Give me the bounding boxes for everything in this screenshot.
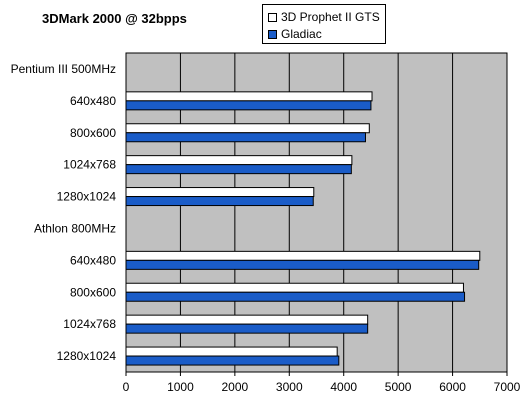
category-label-0: Pentium III 500MHz — [11, 62, 116, 76]
bar-1-6 — [125, 259, 480, 270]
bar-1-8 — [125, 323, 369, 334]
category-label-8: 1024x768 — [63, 317, 116, 331]
bar-0-3 — [125, 155, 353, 166]
x-tick-label-1000: 1000 — [167, 380, 194, 394]
category-label-7: 800x600 — [70, 285, 116, 299]
category-label-4: 1280x1024 — [57, 190, 117, 204]
legend-item-1: Gladiac — [268, 27, 322, 41]
bar-0-7 — [125, 282, 464, 293]
x-tick-label-3000: 3000 — [276, 380, 303, 394]
bar-0-8 — [125, 314, 369, 325]
category-label-3: 1024x768 — [63, 158, 116, 172]
bar-0-4 — [125, 187, 315, 198]
category-label-6: 640x480 — [70, 253, 116, 267]
legend-swatch-0 — [268, 12, 277, 22]
bar-0-6 — [125, 250, 481, 261]
legend-item-0: 3D Prophet II GTS — [268, 10, 380, 24]
x-tick-label-4000: 4000 — [330, 380, 357, 394]
x-tick-label-5000: 5000 — [385, 380, 412, 394]
bar-1-9 — [125, 355, 340, 366]
bar-0-9 — [125, 346, 338, 357]
bar-1-4 — [125, 196, 314, 207]
bar-0-1 — [125, 91, 373, 102]
bar-0-2 — [125, 123, 370, 134]
chart-title: 3DMark 2000 @ 32bpps — [42, 11, 187, 26]
x-tick-label-2000: 2000 — [222, 380, 249, 394]
legend: 3D Prophet II GTS Gladiac — [262, 4, 386, 44]
x-tick-label-0: 0 — [123, 380, 130, 394]
category-label-1: 640x480 — [70, 94, 116, 108]
x-tick-label-6000: 6000 — [439, 380, 466, 394]
legend-label-0: 3D Prophet II GTS — [281, 10, 380, 24]
category-label-2: 800x600 — [70, 126, 116, 140]
plot-border — [125, 52, 508, 373]
bar-1-3 — [125, 164, 352, 175]
bar-1-1 — [125, 100, 372, 111]
legend-label-1: Gladiac — [281, 27, 322, 41]
x-tick-label-7000: 7000 — [494, 380, 521, 394]
bar-1-2 — [125, 132, 366, 143]
category-label-9: 1280x1024 — [57, 349, 117, 363]
legend-swatch-1 — [268, 29, 277, 39]
category-label-5: Athlon 800MHz — [34, 221, 116, 235]
bar-1-7 — [125, 291, 466, 302]
